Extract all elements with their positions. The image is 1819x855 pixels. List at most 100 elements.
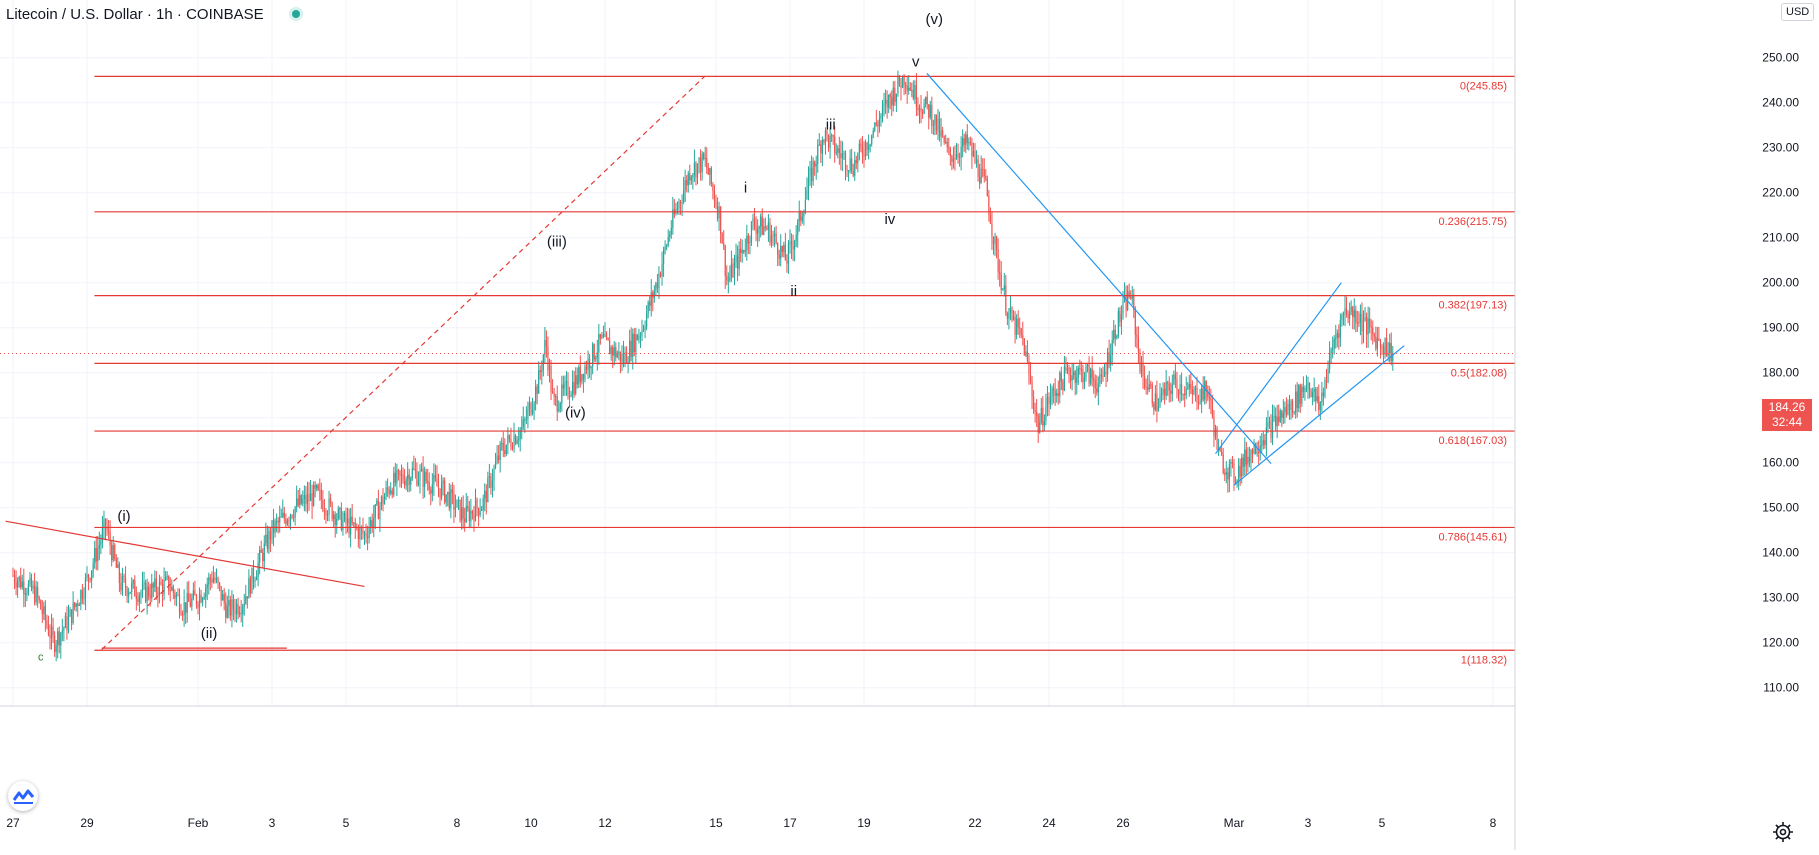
candle-body: [650, 292, 652, 306]
candle-body: [686, 180, 688, 186]
candle-body: [766, 228, 768, 230]
candle-body: [350, 516, 352, 535]
candle-body: [1193, 389, 1195, 395]
candle-body: [888, 94, 890, 108]
candle-body: [835, 152, 837, 154]
candle-body: [1043, 420, 1045, 426]
candle-body: [498, 455, 500, 460]
candle-body: [815, 163, 817, 167]
candle-body: [1298, 385, 1300, 409]
candle-body: [581, 374, 583, 382]
candle-body: [555, 396, 557, 398]
candle-body: [662, 249, 665, 264]
candle-body: [565, 381, 568, 383]
candle-body: [232, 599, 235, 610]
candle-body: [200, 594, 202, 603]
candle-body: [63, 627, 65, 631]
candle-body: [883, 103, 885, 106]
candle-body: [380, 496, 383, 506]
candle-body: [359, 527, 361, 540]
candle-body: [1083, 377, 1086, 383]
candle-body: [1079, 368, 1081, 370]
candle-body: [777, 243, 779, 255]
candle-body: [760, 216, 762, 227]
candle-body: [616, 354, 618, 358]
candle-body: [69, 609, 71, 617]
candle-body: [1154, 393, 1156, 410]
candle-body: [13, 575, 16, 583]
candle-body: [809, 167, 811, 176]
candle-body: [1205, 381, 1207, 391]
candle-body: [820, 144, 822, 154]
candle-body: [348, 518, 350, 535]
candle-body: [18, 576, 20, 581]
candle-body: [1080, 368, 1082, 370]
candle-body: [1259, 446, 1261, 453]
candle-body: [484, 490, 486, 499]
candle-body: [601, 334, 603, 339]
candle-body: [846, 169, 848, 171]
candle-body: [1091, 368, 1093, 379]
candle-body: [343, 513, 346, 520]
candle-body: [138, 595, 141, 602]
wave-label: v: [912, 54, 920, 71]
currency-button[interactable]: USD: [1781, 3, 1815, 21]
tradingview-logo-icon[interactable]: [8, 781, 38, 811]
candle-body: [1145, 387, 1147, 389]
candle-body: [804, 199, 807, 213]
time-axis[interactable]: 27 29 Feb 3 5 8 10 12 15 17 19 22 24 26 Mar 3 5 8: [0, 705, 1515, 830]
time-tick-label: 5: [343, 816, 350, 830]
candle-body: [1022, 335, 1024, 339]
candle-body: [277, 520, 279, 523]
candle-body: [379, 505, 381, 520]
symbol-title[interactable]: Litecoin / U.S. Dollar · 1h · COINBASE: [6, 6, 264, 23]
candle-body: [849, 158, 851, 171]
candle-body: [1120, 314, 1123, 322]
candle-body: [1165, 382, 1167, 396]
candle-body: [371, 520, 373, 528]
price-tick-label: 130.00: [1762, 591, 1799, 605]
candle-body: [544, 340, 546, 356]
candle-body: [419, 470, 421, 481]
candle-body: [333, 514, 335, 520]
price-tick-label: 110.00: [1763, 681, 1799, 695]
candle-body: [1244, 449, 1246, 467]
candle-body: [1009, 307, 1012, 313]
candle-body: [203, 597, 205, 599]
candle-body: [568, 396, 571, 398]
candle-body: [87, 574, 90, 579]
candle-body: [391, 490, 393, 495]
candle-body: [1143, 375, 1146, 388]
candle-body: [197, 604, 199, 608]
candle-body: [749, 241, 751, 244]
candle-body: [448, 492, 450, 509]
candle-body: [1307, 382, 1309, 389]
candle-body: [1147, 387, 1149, 390]
candle-body: [656, 282, 659, 289]
candle-body: [991, 223, 993, 237]
candle-body: [180, 612, 182, 615]
candle-body: [393, 472, 395, 495]
candle-body: [329, 498, 332, 504]
candle-body: [268, 531, 270, 549]
candle-body: [1308, 382, 1311, 391]
candle-body: [464, 518, 466, 522]
candle-body: [117, 564, 119, 568]
candle-body: [424, 471, 426, 488]
trend-lines: [5, 73, 1405, 650]
fib-level-label: 0.786(145.61): [1439, 531, 1508, 543]
candle-body: [1102, 375, 1104, 377]
candle-body: [1228, 464, 1230, 480]
gear-icon[interactable]: [1772, 821, 1794, 843]
candle-body: [639, 335, 642, 337]
candle-body: [880, 114, 882, 119]
candle-body: [494, 462, 497, 468]
candle-body: [137, 599, 139, 602]
candle-body: [969, 142, 971, 144]
candle-body: [1029, 374, 1032, 382]
candle-body: [618, 351, 620, 355]
candle-body: [50, 626, 53, 638]
candle-body: [1271, 416, 1274, 438]
candle-body: [514, 435, 517, 444]
